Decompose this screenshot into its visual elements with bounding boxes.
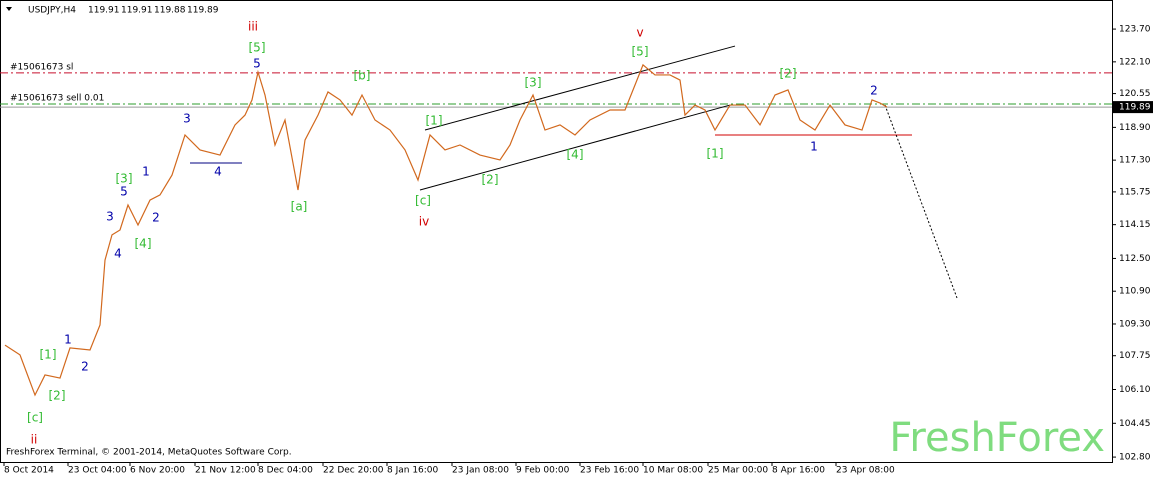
order-label: #15061673 sl [10, 62, 73, 72]
price-line [4, 63, 888, 397]
y-tick-label: 106.10 [1119, 385, 1151, 395]
y-tick-label: 123.70 [1119, 25, 1151, 35]
x-tick-label: 8 Oct 2014 [4, 466, 54, 476]
ohlc-value: 119.88 [154, 6, 186, 16]
footer: FreshForex Terminal, © 2001-2014, MetaQu… [6, 448, 292, 458]
y-tick-label: 110.90 [1119, 287, 1151, 297]
ohlc-value: 119.91 [121, 6, 153, 16]
x-tick-label: 8 Jan 16:00 [387, 466, 439, 476]
x-tick-label: 21 Nov 12:00 [195, 466, 256, 476]
last-price-label: 119.89 [1119, 103, 1151, 113]
wave-label: 1 [142, 165, 150, 179]
trend-line [419, 104, 731, 191]
x-tick-label: 25 Mar 00:00 [708, 466, 768, 476]
wave-label: [5] [249, 40, 266, 54]
y-tick-label: 107.75 [1119, 351, 1151, 361]
x-tick-label: 9 Feb 00:00 [516, 466, 570, 476]
wave-label: [c] [27, 410, 43, 424]
wave-label: [1] [40, 347, 57, 361]
wave-label: [c] [415, 193, 431, 207]
wave-label: [3] [116, 171, 133, 185]
x-tick-label: 8 Dec 04:00 [258, 466, 313, 476]
wave-label: [1] [707, 147, 724, 161]
y-tick-label: 120.55 [1119, 89, 1151, 99]
wave-label: 2 [152, 210, 160, 224]
ohlc-value: 119.89 [187, 6, 219, 16]
y-tick-label: 109.30 [1119, 319, 1151, 329]
x-tick-label: 10 Mar 08:00 [643, 466, 703, 476]
y-tick-label: 118.90 [1119, 123, 1151, 133]
wave-label: 1 [810, 140, 818, 154]
wave-label: 4 [114, 246, 122, 260]
y-tick-label: 117.30 [1119, 156, 1151, 166]
wave-label: [5] [632, 45, 649, 59]
x-tick-label: 8 Apr 16:00 [772, 466, 825, 476]
wave-label: 4 [214, 165, 222, 179]
wave-label: [2] [780, 66, 797, 80]
wave-label: [1] [426, 114, 443, 128]
wave-label: ii [31, 432, 38, 446]
wave-label: [4] [135, 236, 152, 250]
wave-label: v [636, 25, 643, 39]
wave-label: 2 [870, 83, 878, 97]
y-tick-label: 114.15 [1119, 220, 1151, 230]
x-tick-label: 23 Apr 08:00 [836, 466, 895, 476]
last-price-box [1113, 101, 1153, 114]
y-tick-label: 112.50 [1119, 254, 1151, 264]
wave-label: [4] [567, 148, 584, 162]
wave-label: [2] [482, 173, 499, 187]
y-tick-label: 104.45 [1119, 419, 1151, 429]
wave-label: iii [248, 20, 258, 34]
wave-label: 5 [120, 184, 128, 198]
y-tick-label: 102.80 [1119, 453, 1151, 463]
wave-label: 5 [253, 57, 261, 71]
x-tick-label: 6 Nov 20:00 [130, 466, 185, 476]
x-tick-label: 23 Oct 04:00 [68, 466, 127, 476]
x-tick-label: 23 Jan 08:00 [452, 466, 509, 476]
wave-label: [3] [525, 75, 542, 89]
trend-line [424, 45, 736, 131]
y-tick-label: 122.10 [1119, 57, 1151, 67]
menu-arrow [6, 7, 12, 11]
order-label: #15061673 sell 0.01 [10, 94, 104, 104]
wave-label: iv [419, 214, 429, 228]
ohlc-value: 119.91 [88, 6, 120, 16]
wave-label: 2 [81, 359, 89, 373]
x-tick-label: 22 Dec 20:00 [323, 466, 384, 476]
wave-label: 3 [106, 210, 114, 224]
wave-label: 1 [64, 332, 72, 346]
wave-label: [2] [49, 389, 66, 403]
watermark: FreshForex [889, 415, 1105, 461]
wave-label: 3 [183, 111, 191, 125]
y-tick-label: 115.75 [1119, 187, 1151, 197]
x-tick-label: 23 Feb 16:00 [580, 466, 639, 476]
chart-title: USDJPY,H4 [28, 6, 76, 16]
plot-frame [0, 0, 1113, 463]
wave-label: [a] [291, 200, 308, 214]
wave-label: [b] [354, 68, 371, 82]
